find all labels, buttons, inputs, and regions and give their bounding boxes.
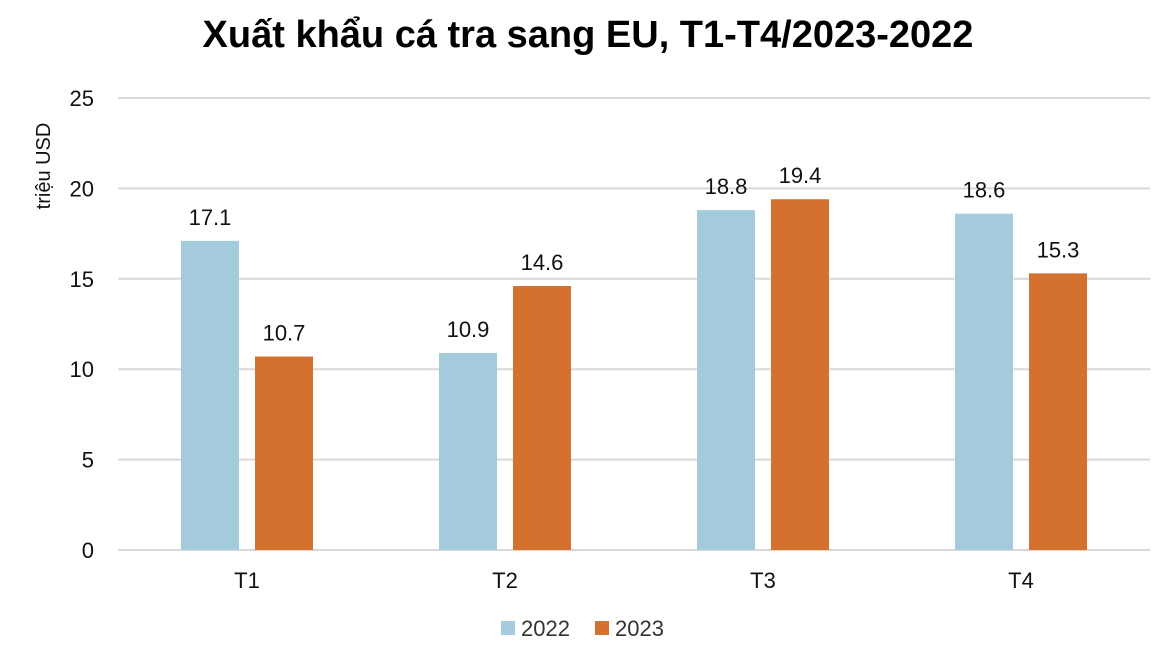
- legend: 2022 2023: [501, 616, 664, 641]
- bar-2023-T4: [1029, 273, 1087, 550]
- data-label: 19.4: [779, 163, 822, 188]
- bar-2022-T2: [439, 352, 497, 550]
- data-label: 14.6: [521, 250, 564, 275]
- bar-2023-T1: [255, 356, 313, 550]
- data-label: 15.3: [1037, 237, 1080, 262]
- x-tick-label: T2: [492, 568, 518, 593]
- legend-label: 2023: [615, 616, 664, 641]
- y-tick-label: 15: [70, 267, 94, 292]
- data-label: 10.9: [447, 317, 490, 342]
- y-axis-ticks: 0 5 10 15 20 25: [70, 86, 94, 563]
- data-label: 17.1: [189, 205, 232, 230]
- x-axis-ticks: T1 T2 T3 T4: [234, 568, 1034, 593]
- legend-label: 2022: [521, 616, 570, 641]
- y-tick-label: 0: [82, 538, 94, 563]
- x-tick-label: T1: [234, 568, 260, 593]
- bar-2022-T1: [181, 240, 239, 550]
- data-label: 18.6: [963, 178, 1006, 203]
- x-tick-label: T4: [1008, 568, 1034, 593]
- y-tick-label: 20: [70, 176, 94, 201]
- bar-2022-T4: [955, 213, 1013, 550]
- data-labels: 17.1 10.7 10.9 14.6 18.8 19.4 18.6 15.3: [189, 163, 1080, 345]
- data-label: 18.8: [705, 174, 748, 199]
- y-tick-label: 25: [70, 86, 94, 111]
- x-tick-label: T3: [750, 568, 776, 593]
- legend-swatch-2022: [501, 621, 515, 635]
- bar-2022-T3: [697, 210, 755, 550]
- legend-swatch-2023: [595, 621, 609, 635]
- y-tick-label: 5: [82, 448, 94, 473]
- bars: [181, 199, 1087, 551]
- bar-2023-T2: [513, 286, 571, 550]
- y-tick-label: 10: [70, 357, 94, 382]
- bar-2023-T3: [771, 199, 829, 551]
- y-axis-title: triệu USD: [33, 123, 55, 210]
- data-label: 10.7: [263, 321, 306, 346]
- chart-title: Xuất khẩu cá tra sang EU, T1-T4/2023-202…: [202, 14, 974, 56]
